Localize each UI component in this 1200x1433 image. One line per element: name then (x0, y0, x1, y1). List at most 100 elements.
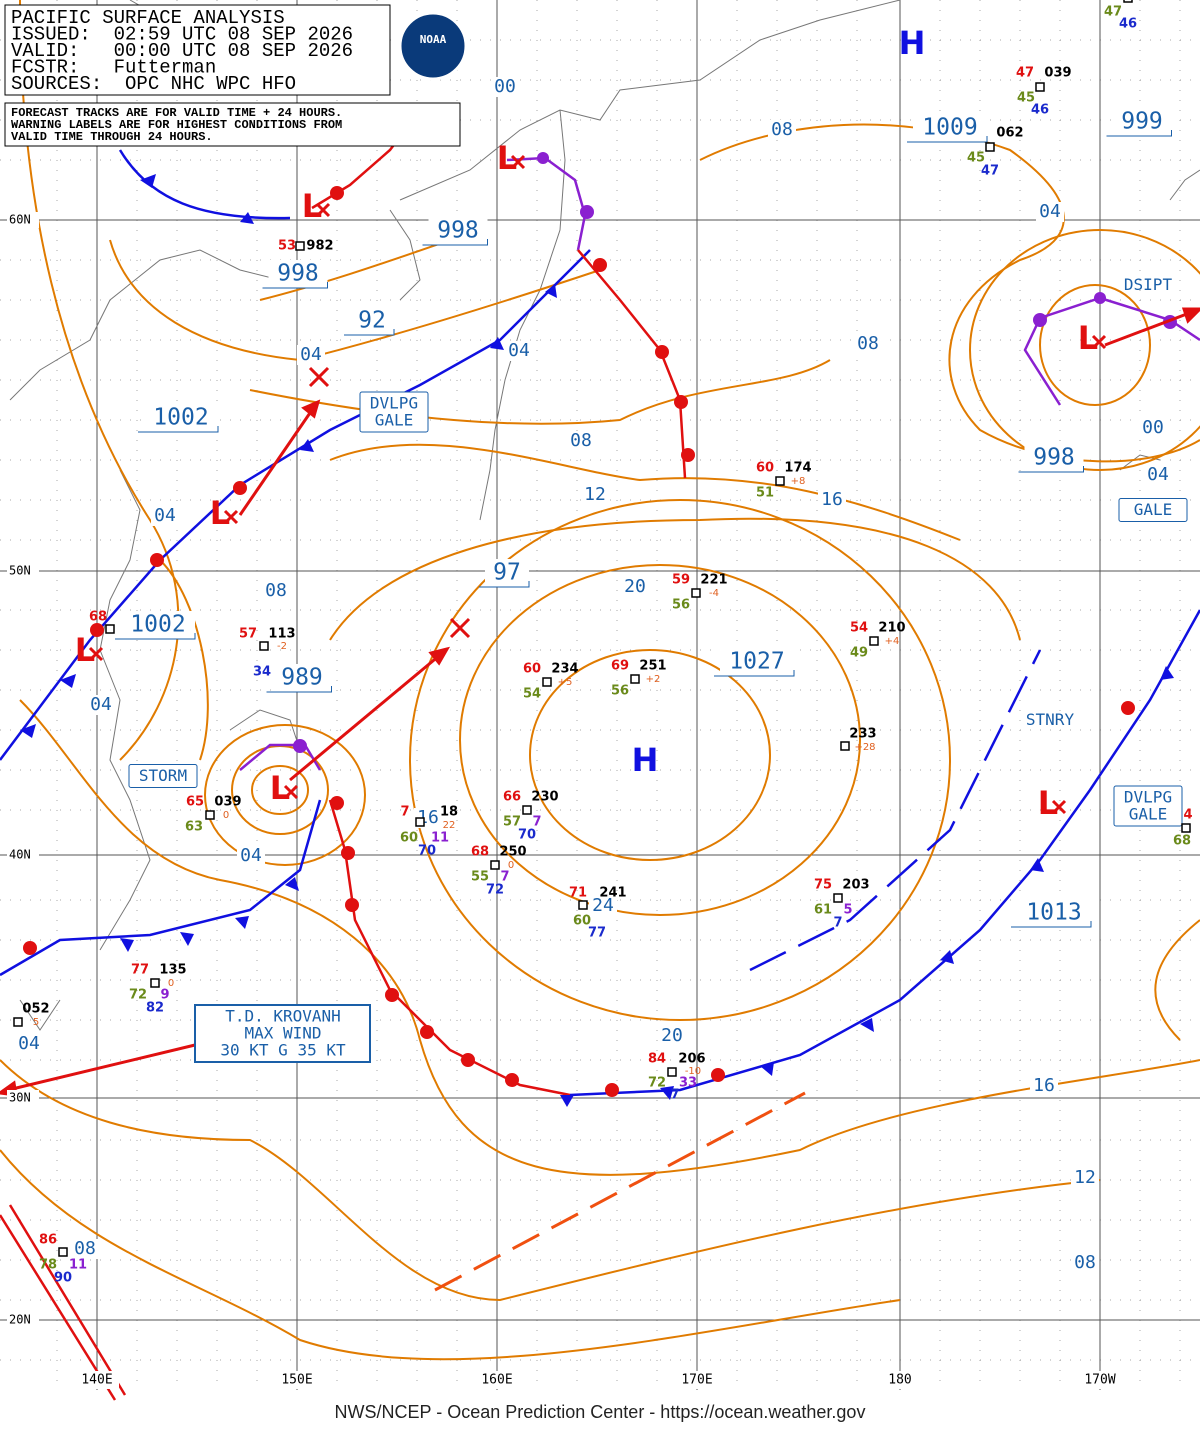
warning-label: GALE (1134, 500, 1173, 519)
station-value: 77 (588, 926, 606, 941)
station-value: 77 (131, 963, 149, 978)
station-value: 0 (168, 978, 174, 989)
station-value: 234 (551, 662, 578, 677)
lat-label-bg (7, 563, 39, 579)
low-x (510, 154, 526, 170)
station-value: 9 (160, 988, 169, 1003)
station-value: 53 (278, 239, 296, 254)
station-value: 72 (129, 988, 147, 1003)
warning-label: DVLPG (1124, 788, 1172, 807)
lon-label: 170W (1084, 1373, 1115, 1388)
station-value: +8 (791, 476, 806, 487)
isobar-label-bg (87, 695, 115, 715)
note-line: WARNING LABELS ARE FOR HIGHEST CONDITION… (11, 118, 342, 132)
pressure-label-frame (266, 686, 332, 693)
pressure-label-frame (1011, 921, 1092, 928)
header-line: ISSUED: 02:59 UTC 08 SEP 2026 (11, 24, 353, 46)
pressure-label: 999 (1121, 109, 1163, 135)
station-icon (542, 677, 552, 687)
station-icon (58, 1247, 68, 1257)
noaa-logo (398, 11, 468, 81)
station-value: 0 (223, 810, 229, 821)
pressure-label: 998 (277, 261, 319, 287)
warning-label: GALE (375, 411, 414, 430)
lon-label-bg (1078, 1371, 1122, 1389)
station-icon (775, 476, 785, 486)
station-value: 221 (700, 573, 727, 588)
low-x (88, 646, 104, 662)
station-value: 65 (186, 795, 204, 810)
station-value: 210 (878, 621, 905, 636)
station-value: 47 (981, 164, 999, 179)
station-value: 230 (531, 790, 558, 805)
lon-label-bg (878, 1371, 922, 1389)
station-value: 68 (471, 845, 489, 860)
station-value: 70 (518, 828, 536, 843)
isobar-label: 04 (508, 340, 530, 361)
station-value: 251 (639, 659, 666, 674)
station-value: 45 (967, 151, 985, 166)
lon-label-bg (475, 1371, 519, 1389)
isobar-label: 16 (1033, 1075, 1055, 1096)
storm-box-line: 30 KT G 35 KT (220, 1041, 346, 1060)
pressure-label-bg (1024, 444, 1084, 472)
forecast-tracks (0, 307, 1200, 1097)
isobar-label-bg (262, 581, 290, 601)
low-x (1051, 799, 1067, 815)
warning-label: DSIPT (1124, 275, 1173, 294)
lon-label-bg (75, 1371, 119, 1389)
station-value: 039 (214, 795, 241, 810)
station-value: 90 (54, 1271, 72, 1286)
station-icon (667, 1067, 677, 1077)
isobar-label: 12 (1074, 1167, 1096, 1188)
isobar-label: 24 (592, 895, 614, 916)
isobar-label: 04 (1039, 201, 1061, 222)
pressure-label: 989 (281, 665, 323, 691)
isobar-label-bg (1030, 1076, 1058, 1096)
isobar-label-bg (1071, 1253, 1099, 1273)
station-value: 72 (486, 883, 504, 898)
station-value: 18 (440, 805, 458, 820)
pressure-label-bg (350, 307, 394, 335)
isobar-label-bg (297, 345, 325, 365)
graticule (0, 0, 1200, 1390)
header-line: PACIFIC SURFACE ANALYSIS (11, 7, 285, 29)
pressure-label-frame (344, 329, 395, 336)
station-value: 57 (239, 627, 257, 642)
warning-label: DVLPG (370, 394, 418, 413)
high-center: H (899, 24, 926, 62)
pressure-label: 1009 (922, 115, 977, 141)
station-value: 51 (756, 486, 774, 501)
notes-box (4, 102, 461, 147)
station-icon (415, 817, 425, 827)
pressure-label-frame (262, 282, 328, 289)
note-line: FORECAST TRACKS ARE FOR VALID TIME + 24 … (11, 106, 342, 120)
station-value: 69 (611, 659, 629, 674)
isobar-label-bg (658, 1026, 686, 1046)
pressure-label: 1013 (1026, 900, 1081, 926)
station-value: 84 (648, 1052, 666, 1067)
station-value: 54 (523, 687, 541, 702)
station-icon (205, 810, 215, 820)
isobar-label-bg (854, 334, 882, 354)
warning-label: GALE (1129, 805, 1168, 824)
station-icon (691, 588, 701, 598)
station-icon (1181, 823, 1191, 833)
station-value: 7 (670, 1088, 679, 1103)
pressure-label-frame (479, 581, 530, 588)
station-value: 33 (679, 1076, 697, 1091)
station-value: +5 (558, 677, 573, 688)
station-value: 5 (843, 903, 852, 918)
warning-label: STORM (139, 766, 187, 785)
station-icon (840, 741, 850, 751)
station-value: 22 (443, 820, 456, 831)
lon-label: 140E (81, 1373, 112, 1388)
pressure-label: 97 (493, 560, 521, 586)
pressure-label: 1027 (729, 649, 784, 675)
pressure-label-bg (272, 664, 332, 692)
isobar-label-bg (589, 896, 617, 916)
station-icon (1123, 0, 1133, 3)
station-value: 0 (508, 860, 514, 871)
isobar-label-bg (237, 846, 265, 866)
